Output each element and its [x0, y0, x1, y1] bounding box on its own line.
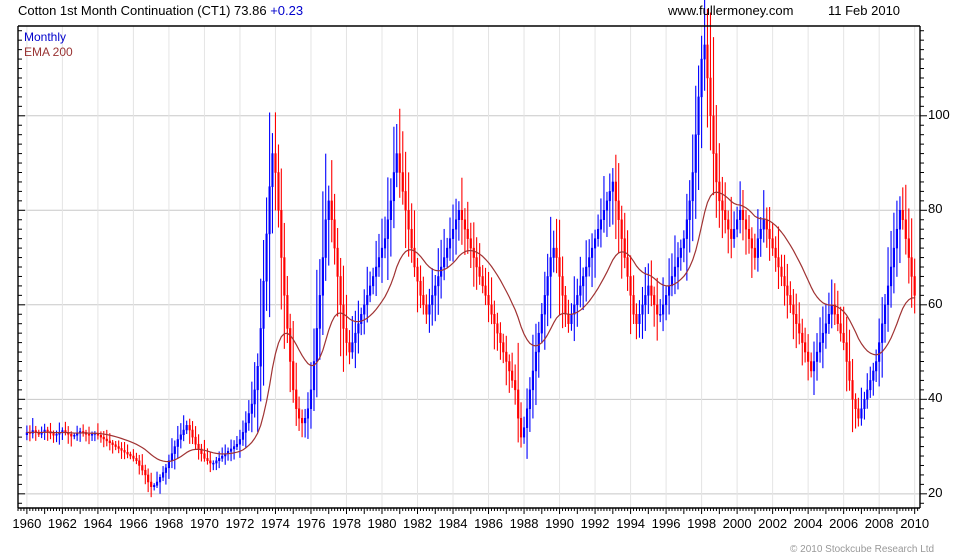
chart-date-label: 11 Feb 2010 — [828, 3, 901, 18]
x-axis-tick-label: 1994 — [616, 516, 646, 531]
x-axis-tick-label: 1996 — [651, 516, 681, 531]
y-axis-tick-label: 40 — [928, 390, 943, 406]
x-axis-tick-label: 1974 — [260, 516, 290, 531]
y-axis-tick-label: 80 — [928, 201, 943, 217]
legend-series-monthly: Monthly — [24, 30, 67, 44]
x-axis-tick-label: 1978 — [332, 516, 361, 531]
chart-title: Cotton 1st Month Continuation (CT1) 73.8… — [18, 3, 303, 18]
x-axis-tick-label: 1964 — [83, 516, 113, 531]
x-axis-tick-label: 2010 — [900, 516, 930, 531]
price-change: +0.23 — [270, 3, 304, 18]
x-axis-tick-label: 1988 — [509, 516, 539, 531]
x-axis-tick-label: 2004 — [793, 516, 823, 531]
x-axis-tick-label: 2006 — [829, 516, 859, 531]
x-axis-tick-label: 1970 — [189, 516, 219, 531]
x-axis-tick-label: 1966 — [118, 516, 148, 531]
x-axis-tick-label: 1982 — [403, 516, 432, 531]
site-url-label: www.fullermoney.com — [668, 3, 794, 18]
x-axis-tick-label: 2002 — [758, 516, 788, 531]
y-axis-tick-label: 20 — [928, 484, 943, 500]
x-axis-tick-label: 1984 — [438, 516, 468, 531]
x-axis-tick-label: 2008 — [864, 516, 894, 531]
x-axis-tick-label: 1968 — [154, 516, 184, 531]
x-axis-tick-label: 1998 — [687, 516, 717, 531]
copyright-label: © 2010 Stockcube Research Ltd — [790, 544, 935, 555]
y-axis-tick-label: 60 — [928, 295, 943, 311]
x-axis-tick-label: 1972 — [225, 516, 255, 531]
x-axis-tick-label: 1960 — [12, 516, 42, 531]
x-axis-tick-label: 2000 — [722, 516, 752, 531]
legend-series-ema200: EMA 200 — [24, 45, 73, 59]
y-axis-tick-label: 100 — [928, 106, 950, 122]
x-axis-tick-label: 1976 — [296, 516, 326, 531]
x-axis-tick-label: 1980 — [367, 516, 397, 531]
x-axis-tick-label: 1992 — [580, 516, 610, 531]
ohlc-bars-group — [25, 0, 916, 498]
x-axis-tick-label: 1990 — [545, 516, 574, 531]
chart-title-text: Cotton 1st Month Continuation (CT1) 73.8… — [18, 3, 267, 18]
x-axis-tick-label: 1986 — [474, 516, 503, 531]
x-axis-tick-label: 1962 — [47, 516, 77, 531]
ema-200-line — [26, 191, 916, 463]
axis-ticks — [17, 30, 927, 514]
